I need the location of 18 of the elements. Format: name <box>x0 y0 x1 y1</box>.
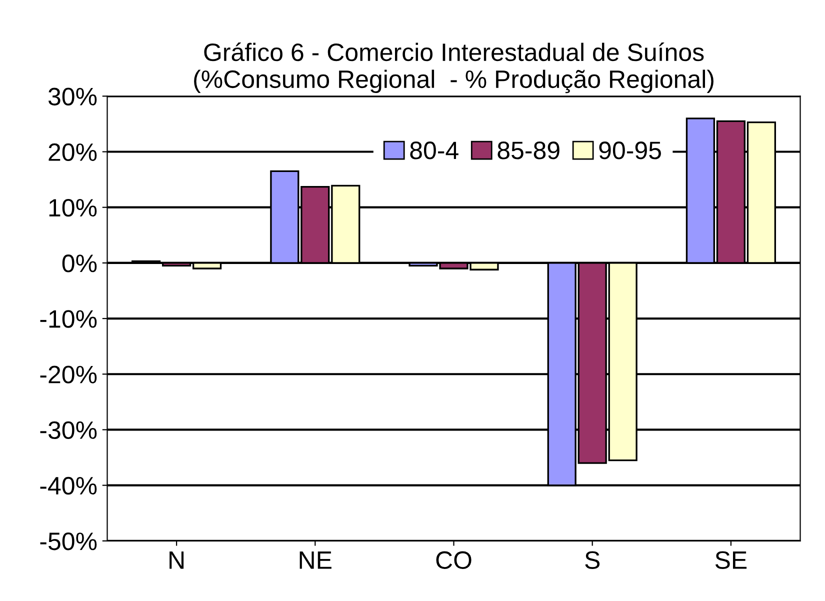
x-tick-label: NE <box>300 552 332 569</box>
y-tick-label: -10% <box>40 310 97 328</box>
x-tick-label: N <box>170 552 184 569</box>
y-tick-label: 10% <box>49 198 97 217</box>
y-tick-label: -40% <box>40 476 97 495</box>
legend-label: 80-4 <box>410 142 458 160</box>
x-tick-label: S <box>585 551 600 569</box>
y-tick-label: 30% <box>48 88 97 106</box>
chart-title: Gráfico 6 - Comercio Interestadual de Suínos (%Consumo Regional - % Produção Regional) <box>194 42 714 94</box>
y-tick-label: 0% <box>62 254 97 272</box>
y-tick-label: -50% <box>40 532 97 550</box>
legend-label: 90-95 <box>599 142 661 160</box>
legend-label: 85-89 <box>498 142 560 160</box>
y-tick-label: -30% <box>40 421 97 440</box>
x-tick-label: SE <box>715 551 747 569</box>
y-tick-label: -20% <box>40 366 97 384</box>
y-tick-label: 20% <box>48 143 97 162</box>
x-tick-label: CO <box>436 551 472 569</box>
